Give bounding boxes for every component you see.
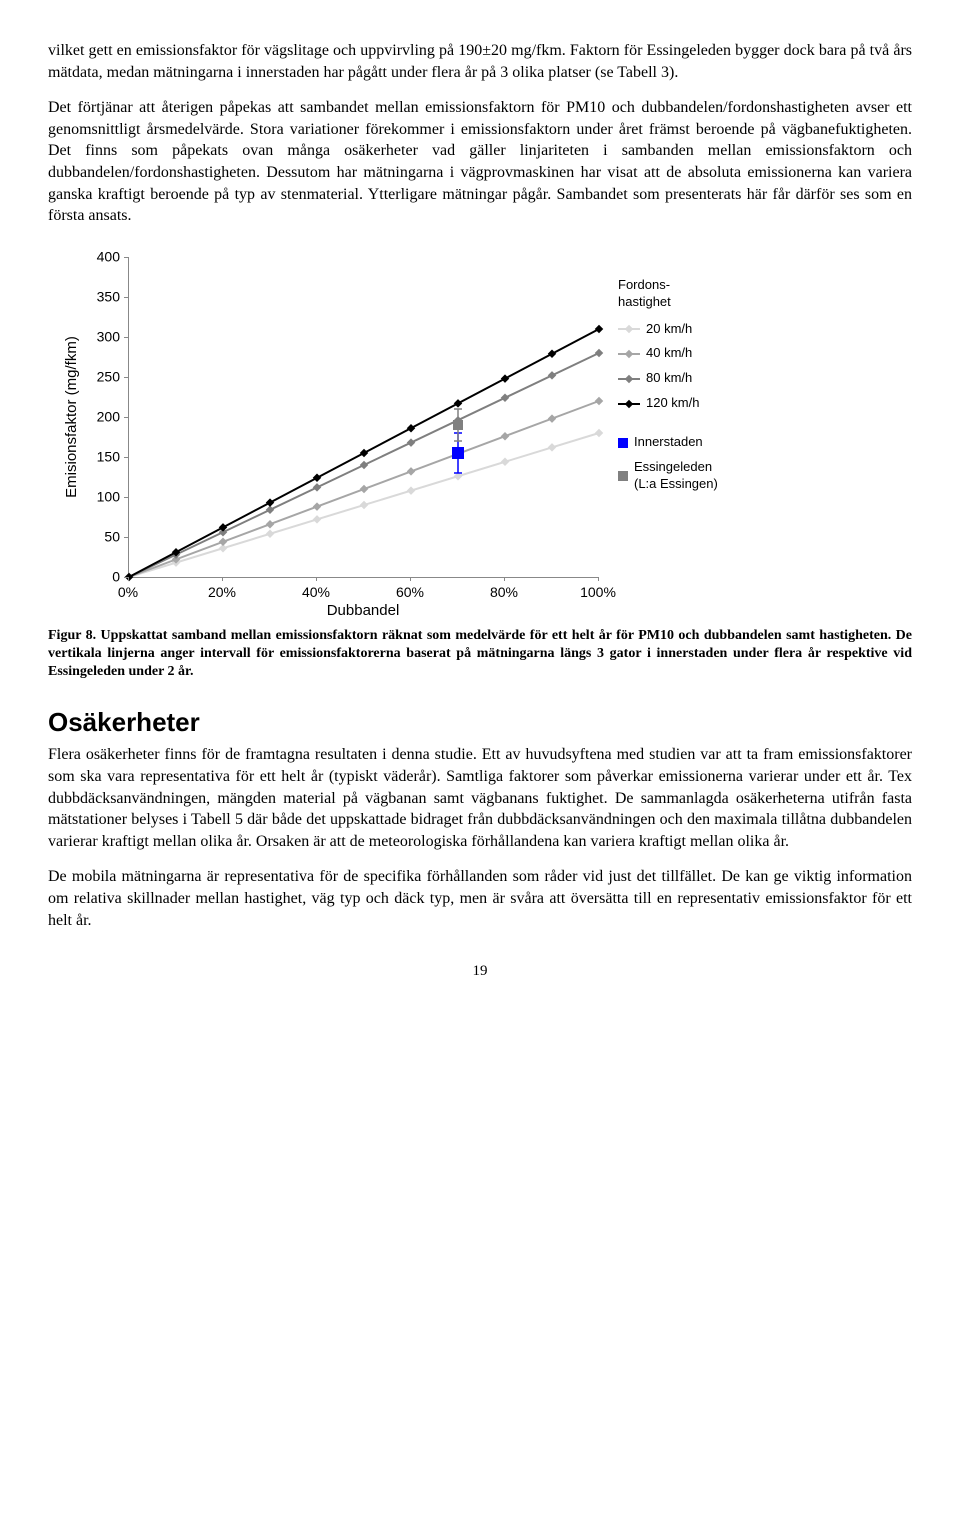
chart-series-marker <box>548 349 556 357</box>
chart-series-marker <box>501 457 509 465</box>
chart-y-tick-label: 200 <box>58 407 120 426</box>
legend-swatch <box>618 378 640 380</box>
chart-y-tick-mark <box>124 417 128 418</box>
chart-series-marker <box>313 473 321 481</box>
chart-x-tick-mark <box>598 577 599 581</box>
chart-series-marker <box>548 371 556 379</box>
chart-y-tick-label: 100 <box>58 487 120 506</box>
legend-swatch <box>618 353 640 355</box>
chart-y-tick-mark <box>124 537 128 538</box>
legend-swatch <box>618 328 640 330</box>
chart-series-marker <box>501 393 509 401</box>
chart-series-marker <box>595 349 603 357</box>
chart-series-marker <box>360 485 368 493</box>
chart-series-marker <box>548 414 556 422</box>
chart-x-tick-label: 60% <box>396 583 424 602</box>
chart-series-marker <box>360 501 368 509</box>
chart-series-marker <box>454 399 462 407</box>
chart-series-marker <box>313 502 321 510</box>
chart-x-tick-label: 40% <box>302 583 330 602</box>
chart-svg <box>129 257 599 577</box>
chart-series-marker <box>313 515 321 523</box>
chart-series-marker <box>407 438 415 446</box>
chart-y-tick-label: 0 <box>58 567 120 586</box>
chart-y-tick-label: 250 <box>58 367 120 386</box>
legend-item: Essingeleden(L:a Essingen) <box>618 459 768 493</box>
page-number: 19 <box>48 961 912 981</box>
chart-series-marker <box>407 424 415 432</box>
chart-x-tick-label: 100% <box>580 583 616 602</box>
chart-y-tick-mark <box>124 297 128 298</box>
chart-x-tick-label: 0% <box>118 583 138 602</box>
chart-series-marker <box>407 486 415 494</box>
chart-y-tick-label: 350 <box>58 287 120 306</box>
chart-y-tick-label: 400 <box>58 247 120 266</box>
chart-y-tick-mark <box>124 377 128 378</box>
paragraph: Flera osäkerheter finns för de framtagna… <box>48 744 912 852</box>
chart-point-marker <box>452 447 464 459</box>
chart-y-tick-mark <box>124 497 128 498</box>
chart-series-marker <box>595 325 603 333</box>
chart-container: Emisionsfaktor (mg/fkm) Dubbandel Fordon… <box>48 247 912 617</box>
chart-legend: Fordons-hastighet 20 km/h 40 km/h 80 km/h 1… <box>618 277 768 501</box>
emission-chart: Emisionsfaktor (mg/fkm) Dubbandel Fordon… <box>58 247 778 617</box>
chart-series-marker <box>266 498 274 506</box>
legend-label: Innerstaden <box>634 434 703 451</box>
chart-x-tick-mark <box>316 577 317 581</box>
chart-series-marker <box>501 432 509 440</box>
chart-series-marker <box>595 429 603 437</box>
legend-label: 80 km/h <box>646 370 692 387</box>
chart-y-tick-mark <box>124 257 128 258</box>
section-heading: Osäkerheter <box>48 705 912 740</box>
legend-title: Fordons-hastighet <box>618 277 768 311</box>
diamond-icon <box>625 375 633 383</box>
chart-x-tick-mark <box>504 577 505 581</box>
chart-series-marker <box>407 467 415 475</box>
chart-y-tick-label: 300 <box>58 327 120 346</box>
chart-series-marker <box>501 374 509 382</box>
legend-swatch <box>618 438 628 448</box>
legend-item: Innerstaden <box>618 434 768 451</box>
diamond-icon <box>625 399 633 407</box>
legend-item: 20 km/h <box>618 321 768 338</box>
chart-y-tick-mark <box>124 337 128 338</box>
chart-y-tick-label: 150 <box>58 447 120 466</box>
legend-label: 120 km/h <box>646 395 699 412</box>
chart-y-tick-label: 50 <box>58 527 120 546</box>
chart-series-marker <box>548 443 556 451</box>
legend-label: 20 km/h <box>646 321 692 338</box>
legend-label: Essingeleden(L:a Essingen) <box>634 459 718 493</box>
chart-point-marker <box>453 420 463 430</box>
chart-series-marker <box>266 520 274 528</box>
chart-x-axis-label: Dubbandel <box>128 601 598 621</box>
chart-series-marker <box>313 483 321 491</box>
chart-series-marker <box>595 397 603 405</box>
diamond-icon <box>625 350 633 358</box>
diamond-icon <box>625 325 633 333</box>
legend-swatch <box>618 403 640 405</box>
chart-series-marker <box>360 449 368 457</box>
legend-item: 40 km/h <box>618 345 768 362</box>
chart-x-tick-mark <box>410 577 411 581</box>
chart-series-marker <box>266 529 274 537</box>
legend-swatch <box>618 471 628 481</box>
figure-caption: Figur 8. Uppskattat samband mellan emiss… <box>48 627 912 682</box>
chart-series-marker <box>219 537 227 545</box>
legend-label: 40 km/h <box>646 345 692 362</box>
chart-x-tick-label: 20% <box>208 583 236 602</box>
legend-item: 120 km/h <box>618 395 768 412</box>
chart-plot-area <box>128 257 599 578</box>
paragraph: vilket gett en emissionsfaktor för vägsl… <box>48 40 912 83</box>
chart-y-tick-mark <box>124 457 128 458</box>
chart-series-marker <box>360 461 368 469</box>
chart-x-tick-mark <box>222 577 223 581</box>
chart-x-tick-label: 80% <box>490 583 518 602</box>
paragraph: Det förtjänar att återigen påpekas att s… <box>48 97 912 227</box>
chart-x-tick-mark <box>128 577 129 581</box>
legend-item: 80 km/h <box>618 370 768 387</box>
paragraph: De mobila mätningarna är representativa … <box>48 866 912 931</box>
